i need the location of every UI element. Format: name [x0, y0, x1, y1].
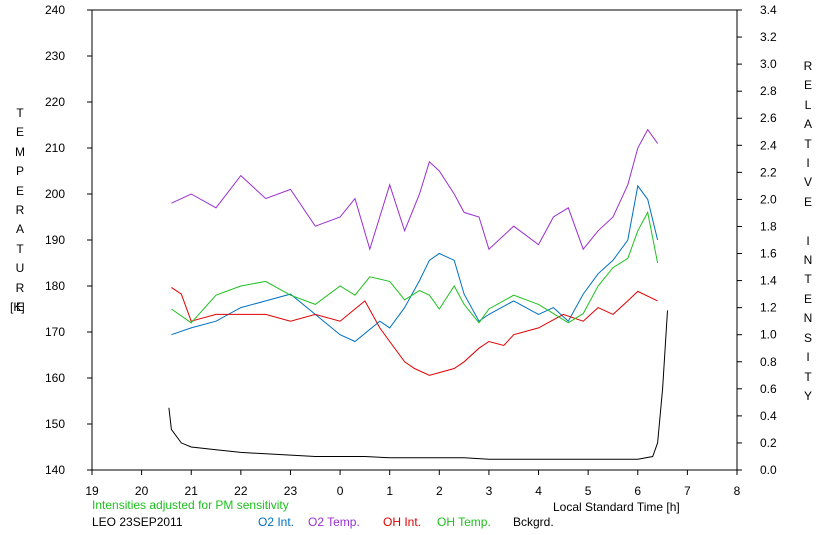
- series-line-oh-int: [171, 286, 658, 376]
- x-tick-label: 1: [386, 484, 393, 498]
- axis-label-letter: T: [804, 272, 812, 287]
- station-date: LEO 23SEP2011: [92, 515, 183, 529]
- x-tick-label: 3: [486, 484, 493, 498]
- x-tick-label: 20: [135, 484, 149, 498]
- right-tick-label: 0.4: [760, 409, 777, 423]
- x-tick-label: 22: [234, 484, 248, 498]
- right-tick-label: 1.0: [760, 328, 777, 342]
- axis-label-letter: I: [806, 156, 810, 171]
- axis-label-letter: E: [803, 194, 812, 209]
- axis-label-letter: P: [15, 164, 24, 179]
- axis-label-letter: V: [803, 175, 812, 190]
- right-tick-label: 1.8: [760, 219, 777, 233]
- right-tick-label: 0.0: [760, 463, 777, 477]
- x-axis-ticks: 19 20 21 22 23 0 1 2 3 4 5 6 7 8: [85, 470, 741, 498]
- left-tick-label: 200: [45, 187, 65, 201]
- axis-label-letter: I: [806, 350, 810, 365]
- series-line-bckgrd: [168, 310, 668, 460]
- axis-label-letter: R: [15, 280, 25, 295]
- axis-label-letter: L: [804, 97, 812, 112]
- series-group: [168, 128, 668, 460]
- left-tick-label: 190: [45, 233, 65, 247]
- axis-label-letter: E: [803, 78, 812, 93]
- right-tick-label: 0.6: [760, 382, 777, 396]
- left-axis-unit: [K]: [10, 300, 25, 314]
- plot-frame: [91, 9, 738, 471]
- right-tick-label: 0.2: [760, 436, 777, 450]
- right-tick-label: 1.2: [760, 301, 777, 315]
- series-line-oh-temp: [171, 210, 659, 324]
- axis-label-letter: A: [15, 222, 24, 237]
- x-tick-label: 21: [185, 484, 199, 498]
- left-tick-label: 170: [45, 325, 65, 339]
- axis-label-letter: Y: [803, 388, 812, 403]
- x-tick-label: 7: [684, 484, 691, 498]
- right-tick-label: 0.8: [760, 355, 777, 369]
- left-tick-label: 160: [45, 371, 65, 385]
- axis-label-letter: M: [15, 144, 25, 159]
- legend-item: Bckgrd.: [513, 515, 554, 529]
- axis-label-letter: T: [804, 369, 812, 384]
- axis-label-letter: N: [803, 253, 813, 268]
- pm-sensitivity-note: Intensities adjusted for PM sensitivity: [92, 498, 289, 512]
- axis-label-letter: N: [803, 311, 813, 326]
- axis-label-letter: T: [16, 106, 24, 120]
- x-tick-label: 0: [337, 484, 344, 498]
- left-axis-ticks: 140 150 160 170 180 190 200 210 220 230 240: [45, 3, 92, 477]
- left-tick-label: 140: [45, 463, 65, 477]
- axis-label-letter: E: [803, 291, 812, 306]
- right-tick-label: 2.6: [760, 111, 777, 125]
- x-tick-label: 6: [634, 484, 641, 498]
- left-tick-label: 150: [45, 417, 65, 431]
- right-axis-ticks: 0.0 0.2 0.4 0.6 0.8 1.0 1.2 1.4 1.6 1.8 2.0 2.2 2.4 2…: [737, 3, 777, 477]
- left-tick-label: 180: [45, 279, 65, 293]
- legend-item: O2 Temp.: [308, 515, 360, 529]
- series-line-o2-int: [171, 184, 659, 343]
- right-tick-label: 2.4: [760, 138, 777, 152]
- x-tick-label: 19: [85, 484, 99, 498]
- right-tick-label: 2.8: [760, 84, 777, 98]
- right-tick-label: 3.2: [760, 30, 777, 44]
- right-tick-label: 3.0: [760, 57, 777, 71]
- left-tick-label: 220: [45, 95, 65, 109]
- left-tick-label: 230: [45, 49, 65, 63]
- series-line-o2-temp: [171, 128, 659, 251]
- axis-label-letter: E: [15, 300, 24, 315]
- right-tick-label: 1.6: [760, 247, 777, 261]
- axis-label-letter: T: [16, 241, 24, 256]
- x-axis-label: Local Standard Time [h]: [553, 500, 680, 514]
- axis-label-letter: E: [15, 125, 24, 140]
- x-tick-label: 23: [284, 484, 298, 498]
- left-tick-label: 210: [45, 141, 65, 155]
- legend-item: O2 Int.: [258, 515, 295, 529]
- axis-label-letter: T: [804, 136, 812, 151]
- axis-label-letter: I: [806, 233, 810, 248]
- axis-label-letter: E: [15, 183, 24, 198]
- legend-item: OH Temp.: [437, 515, 491, 529]
- axis-label-letter: R: [15, 203, 25, 218]
- x-tick-label: 2: [436, 484, 443, 498]
- right-tick-label: 2.0: [760, 192, 777, 206]
- right-tick-label: 2.2: [760, 165, 777, 179]
- left-tick-label: 240: [45, 3, 65, 17]
- axis-label-letter: [800, 212, 816, 231]
- right-tick-label: 3.4: [760, 3, 777, 17]
- axis-label-letter: R: [803, 59, 813, 73]
- axis-label-letter: A: [803, 117, 812, 132]
- axis-label-letter: S: [803, 330, 812, 345]
- x-tick-label: 5: [585, 484, 592, 498]
- legend-item: OH Int.: [383, 515, 422, 529]
- x-tick-label: 8: [734, 484, 741, 498]
- x-tick-label: 4: [535, 484, 542, 498]
- right-tick-label: 1.4: [760, 274, 777, 288]
- axis-label-letter: U: [15, 261, 25, 276]
